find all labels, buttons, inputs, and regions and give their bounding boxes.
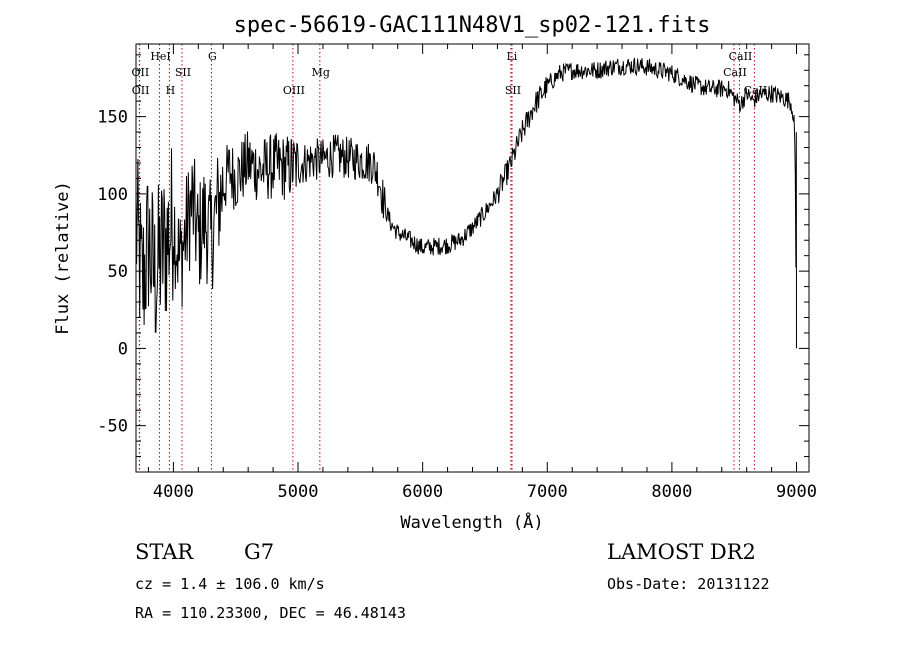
x-tick-label: 9000 <box>776 482 817 502</box>
plot-frame <box>135 43 810 473</box>
line-label: OII <box>132 66 150 79</box>
object-subclass: G7 <box>244 540 275 564</box>
chart-title: spec-56619-GAC111N48V1_sp02-121.fits <box>234 13 711 38</box>
redshift-text: cz = 1.4 ± 106.0 km/s <box>135 575 325 593</box>
coordinates-text: RA = 110.23300, DEC = 46.48143 <box>135 604 406 622</box>
y-axis-label: Flux (relative) <box>53 181 73 335</box>
line-label: CaII <box>744 84 768 97</box>
line-label: OIII <box>283 84 305 97</box>
line-label: SII <box>505 84 521 97</box>
x-axis-label: Wavelength (Å) <box>400 511 543 533</box>
line-label: OII <box>132 84 150 97</box>
x-tick-label: 7000 <box>527 482 568 502</box>
y-tick-label: 0 <box>118 339 128 359</box>
x-tick-label: 4000 <box>153 482 194 502</box>
line-label: G <box>208 50 217 63</box>
line-label: HeI <box>150 50 170 63</box>
line-label: SII <box>175 66 191 79</box>
line-label: Li <box>506 50 517 63</box>
emission-line-markers <box>138 44 755 472</box>
line-label: CaII <box>723 66 747 79</box>
axis-ticks: 4000 5000 6000 7000 8000 9000 -50 0 50 100 150 <box>97 44 817 502</box>
object-class: STAR <box>135 540 194 564</box>
y-tick-label: 150 <box>97 108 128 128</box>
y-tick-label: 100 <box>97 185 128 205</box>
line-label: Mg <box>312 66 330 79</box>
spectrum-line <box>135 57 797 349</box>
x-tick-label: 6000 <box>402 482 443 502</box>
spectrum-series <box>135 57 797 349</box>
survey-name: LAMOST DR2 <box>607 540 756 564</box>
line-label: CaII <box>729 50 753 63</box>
line-label: H <box>166 84 176 97</box>
y-tick-label: 50 <box>108 262 128 282</box>
observation-date: Obs-Date: 20131122 <box>607 575 770 593</box>
x-tick-label: 5000 <box>278 482 319 502</box>
x-tick-label: 8000 <box>651 482 692 502</box>
y-tick-label: -50 <box>97 417 128 437</box>
